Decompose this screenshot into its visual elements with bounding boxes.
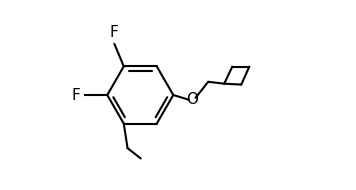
Text: F: F: [71, 88, 80, 102]
Text: O: O: [186, 92, 198, 107]
Text: F: F: [110, 25, 119, 40]
